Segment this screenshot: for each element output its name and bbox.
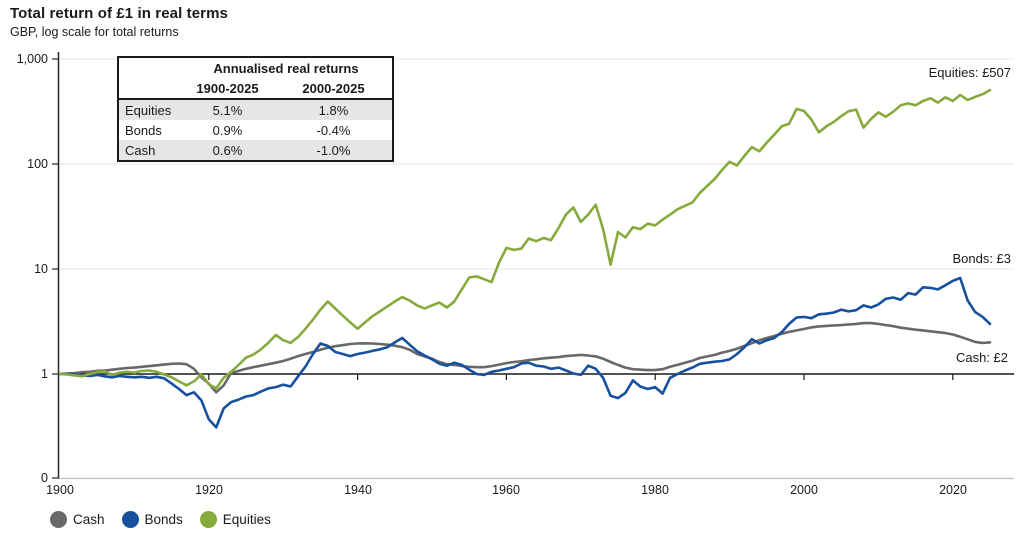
x-axis-label-2020: 2020 <box>939 483 967 497</box>
table-row-equities: Equities 5.1% 1.8% <box>118 98 393 120</box>
x-axis-label-1960: 1960 <box>492 483 520 497</box>
page-title: Total return of £1 in real terms <box>10 5 228 22</box>
x-axis-label-1940: 1940 <box>344 483 372 497</box>
table-header-row: 1900-2025 2000-2025 <box>118 78 393 99</box>
legend-item-equities: Equities <box>199 511 271 528</box>
equities-return-1900: 5.1% <box>180 98 275 120</box>
x-axis-label-2000: 2000 <box>790 483 818 497</box>
legend: Cash Bonds Equities <box>50 511 288 528</box>
y-axis-label-1000: 1,000 <box>16 52 48 66</box>
legend-item-cash: Cash <box>50 511 105 528</box>
cash-end-label: Cash: £2 <box>955 350 1008 365</box>
series-layer <box>58 88 992 429</box>
column-header-2000-2025: 2000-2025 <box>302 80 365 96</box>
equities-legend-dot-icon <box>199 511 217 528</box>
x-axis-label-1900: 1900 <box>46 483 74 497</box>
y-axis-label-1: 1 <box>41 367 48 381</box>
table-row-cash: Cash 0.6% -1.0% <box>118 140 393 161</box>
legend-label-cash: Cash <box>73 512 105 527</box>
table-row-bonds: Bonds 0.9% -0.4% <box>118 120 393 140</box>
y-axis-label-100: 100 <box>27 157 48 171</box>
y-axis-label-10: 10 <box>34 262 48 276</box>
bonds-return-1900: 0.9% <box>212 122 243 138</box>
row-label-cash: Cash <box>118 140 180 161</box>
series-line-cash <box>58 321 992 394</box>
legend-item-bonds: Bonds <box>121 511 183 528</box>
x-axis-label-1920: 1920 <box>195 483 223 497</box>
series-line-bonds <box>58 276 992 429</box>
cash-return-1900: 0.6% <box>180 140 275 161</box>
bonds-return-2000: -0.4% <box>316 122 351 138</box>
bonds-legend-dot-icon <box>121 511 139 528</box>
equities-end-label: Equities: £507 <box>928 65 1011 80</box>
y-axis-label-0: 0 <box>41 471 48 485</box>
series-line-equities <box>58 88 992 390</box>
bonds-end-label: Bonds: £3 <box>952 251 1011 266</box>
row-label-equities: Equities <box>118 98 180 120</box>
cash-return-2000: -1.0% <box>275 140 393 161</box>
legend-label-equities: Equities <box>222 512 271 527</box>
column-header-1900-2025: 1900-2025 <box>196 80 259 96</box>
table-title: Annualised real returns <box>213 60 359 76</box>
legend-label-bonds: Bonds <box>144 512 183 527</box>
equities-return-2000: 1.8% <box>275 98 393 120</box>
row-label-bonds: Bonds <box>125 122 162 138</box>
x-axis-label-1980: 1980 <box>641 483 669 497</box>
annualised-returns-table: Annualised real returns 1900-2025 2000-2… <box>117 56 394 162</box>
cash-legend-dot-icon <box>50 511 67 528</box>
chart-subtitle: GBP, log scale for total returns <box>10 25 179 39</box>
table-title-row: Annualised real returns <box>118 57 393 78</box>
